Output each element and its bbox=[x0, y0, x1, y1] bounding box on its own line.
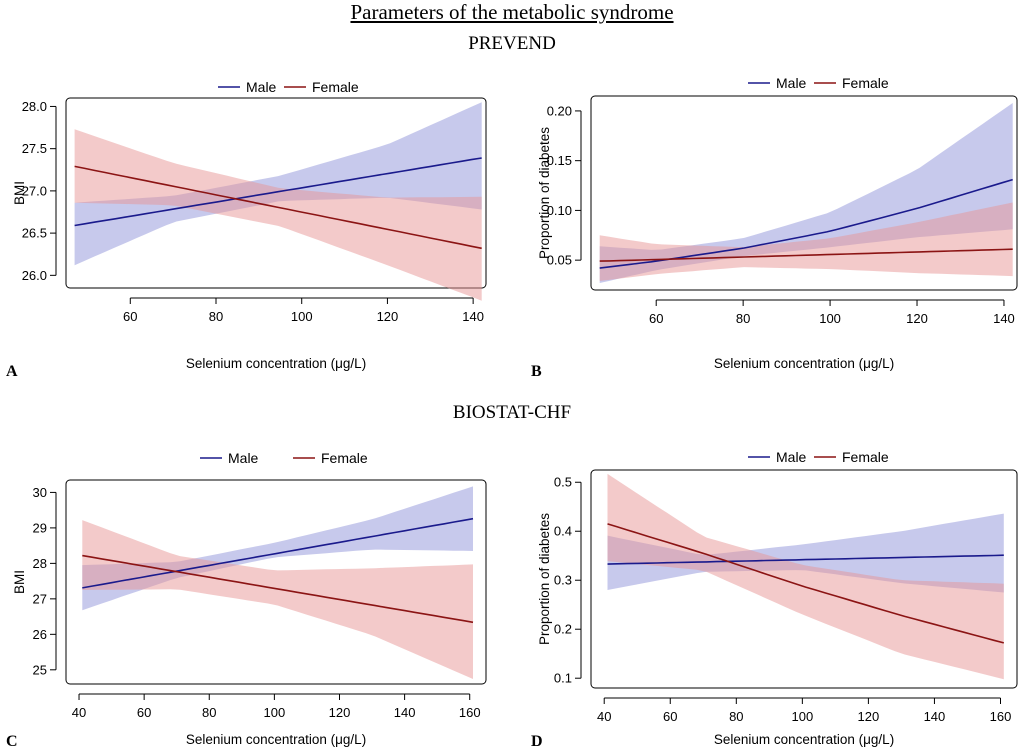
panel-letter-b: B bbox=[531, 363, 542, 380]
x-tick-label: 80 bbox=[736, 311, 750, 326]
x-tick-label: 40 bbox=[597, 709, 611, 724]
plot-frame bbox=[65, 97, 487, 289]
y-tick-label: 26.5 bbox=[22, 226, 47, 241]
y-tick-label: 27 bbox=[33, 591, 47, 606]
x-tick-label: 40 bbox=[72, 705, 86, 720]
confidence-band-male bbox=[607, 513, 1004, 593]
y-tick-label: 25 bbox=[33, 662, 47, 677]
x-tick-label: 60 bbox=[137, 705, 151, 720]
x-tick-label: 80 bbox=[202, 705, 216, 720]
x-tick-label: 120 bbox=[377, 309, 399, 324]
series-line-female bbox=[599, 248, 1013, 262]
legend-label-female: Female bbox=[321, 450, 368, 466]
y-tick-label: 28 bbox=[33, 556, 47, 571]
y-axis-label: BMI bbox=[12, 570, 27, 594]
legend-label-female: Female bbox=[842, 75, 889, 91]
series-line-female bbox=[607, 523, 1005, 644]
y-axis-label: BMI bbox=[12, 181, 27, 205]
x-axis-label: Selenium concentration (μg/L) bbox=[186, 356, 366, 371]
chart-panel-b: 60 80 100 120 140 0.05 0.10 0.15 0.20 Selenium co… bbox=[537, 75, 1018, 371]
chart-panel-d: 40 60 80 100 120 140 160 0.1 0.2 0.3 0.4 0.5 Seleniu… bbox=[537, 449, 1018, 747]
x-tick-label: 100 bbox=[264, 705, 286, 720]
plot-frame bbox=[590, 469, 1018, 689]
panel-letter-a: A bbox=[6, 363, 18, 380]
x-axis-label: Selenium concentration (μg/L) bbox=[714, 732, 894, 747]
x-tick-label: 140 bbox=[394, 705, 416, 720]
y-tick-label: 0.05 bbox=[547, 253, 572, 268]
legend-label-female: Female bbox=[842, 449, 889, 465]
y-tick-label: 0.2 bbox=[554, 622, 572, 637]
x-axis-label: Selenium concentration (μg/L) bbox=[186, 732, 366, 747]
y-axis-label: Proportion of diabetes bbox=[537, 513, 552, 645]
x-tick-label: 100 bbox=[291, 309, 313, 324]
y-tick-label: 26 bbox=[33, 627, 47, 642]
x-tick-label: 100 bbox=[819, 311, 841, 326]
y-tick-label: 27.0 bbox=[22, 183, 47, 198]
figure-title: Parameters of the metabolic syndrome bbox=[350, 0, 674, 24]
y-axis-label: Proportion of diabetes bbox=[537, 127, 552, 259]
x-tick-label: 120 bbox=[329, 705, 351, 720]
x-tick-label: 120 bbox=[858, 709, 880, 724]
legend-label-male: Male bbox=[776, 449, 807, 465]
x-tick-label: 160 bbox=[459, 705, 481, 720]
series-line-female bbox=[74, 165, 482, 250]
series-line-female bbox=[82, 554, 474, 624]
y-tick-label: 29 bbox=[33, 520, 47, 535]
y-tick-label: 27.5 bbox=[22, 141, 47, 156]
y-tick-label: 0.15 bbox=[547, 153, 572, 168]
series-line-male bbox=[607, 554, 1004, 565]
legend-label-female: Female bbox=[312, 79, 359, 95]
x-tick-label: 100 bbox=[791, 709, 813, 724]
y-tick-label: 0.1 bbox=[554, 671, 572, 686]
y-tick-label: 0.5 bbox=[554, 475, 572, 490]
confidence-band-female bbox=[599, 202, 1013, 281]
section-heading-prevend: PREVEND bbox=[468, 33, 556, 54]
x-axis-label: Selenium concentration (μg/L) bbox=[714, 356, 894, 371]
legend-label-male: Male bbox=[776, 75, 807, 91]
x-tick-label: 140 bbox=[924, 709, 946, 724]
series-line-male bbox=[82, 517, 474, 589]
x-tick-label: 160 bbox=[990, 709, 1012, 724]
confidence-band-female bbox=[82, 520, 474, 679]
y-tick-label: 0.3 bbox=[554, 573, 572, 588]
x-tick-label: 80 bbox=[209, 309, 223, 324]
x-tick-label: 120 bbox=[906, 311, 928, 326]
legend-label-male: Male bbox=[246, 79, 277, 95]
panel-letter-d: D bbox=[531, 733, 543, 750]
plot-frame bbox=[590, 95, 1018, 291]
x-tick-label: 60 bbox=[123, 309, 137, 324]
y-tick-label: 30 bbox=[33, 485, 47, 500]
chart-panel-a: 60 80 100 120 140 26.0 26.5 27.0 27.5 28.0 Seleniu… bbox=[12, 79, 487, 371]
y-tick-label: 0.10 bbox=[547, 203, 572, 218]
confidence-band-male bbox=[82, 486, 474, 611]
x-tick-label: 140 bbox=[462, 309, 484, 324]
y-tick-label: 28.0 bbox=[22, 99, 47, 114]
series-line-male bbox=[74, 157, 482, 227]
y-tick-label: 0.4 bbox=[554, 524, 572, 539]
x-tick-label: 140 bbox=[993, 311, 1015, 326]
plot-frame bbox=[65, 479, 487, 685]
panel-letter-c: C bbox=[6, 733, 18, 750]
confidence-band-female bbox=[74, 129, 482, 301]
x-tick-label: 60 bbox=[663, 709, 677, 724]
x-tick-label: 80 bbox=[729, 709, 743, 724]
section-heading-biostat: BIOSTAT-CHF bbox=[452, 402, 572, 423]
x-tick-label: 60 bbox=[649, 311, 663, 326]
y-tick-label: 26.0 bbox=[22, 268, 47, 283]
legend-label-male: Male bbox=[228, 450, 259, 466]
chart-panel-c: 40 60 80 100 120 140 160 25 26 27 28 29 30 Selenium c… bbox=[12, 450, 487, 747]
y-tick-label: 0.20 bbox=[547, 103, 572, 118]
confidence-band-female bbox=[607, 473, 1004, 680]
confidence-band-male bbox=[74, 102, 482, 266]
